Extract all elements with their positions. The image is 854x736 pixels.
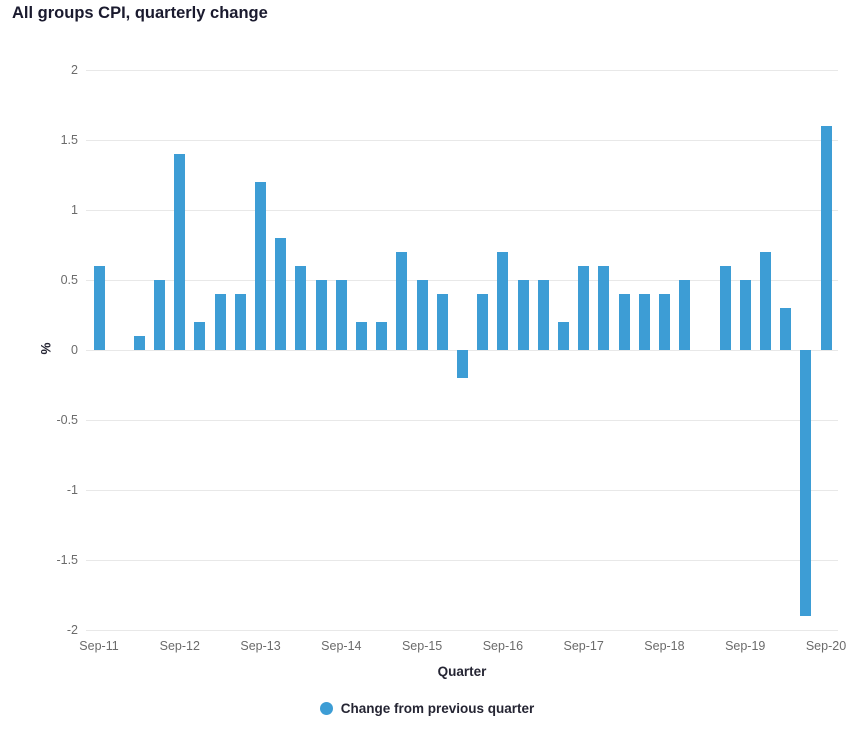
x-tick-label-Sep-13: Sep-13 (240, 639, 281, 653)
bar-Dec-19[interactable] (759, 252, 771, 350)
y-tick-label--2: -2 (66, 622, 78, 637)
bar-Mar-18[interactable] (618, 294, 630, 350)
y-tick-label-2: 2 (71, 62, 78, 77)
bar-Sep-16[interactable] (497, 252, 509, 350)
bar-Mar-17[interactable] (537, 280, 549, 350)
bar-Jun-17[interactable] (557, 322, 569, 350)
y-tick-label-0.5: 0.5 (60, 272, 78, 287)
bar-Mar-15[interactable] (376, 322, 388, 350)
legend-label: Change from previous quarter (340, 701, 535, 716)
bar-Sep-11[interactable] (93, 266, 105, 350)
gridline-y-1.5 (86, 139, 838, 141)
x-tick-label-Sep-20: Sep-20 (805, 639, 847, 653)
x-tick-label-Sep-12: Sep-12 (159, 639, 200, 653)
bar-Jun-19[interactable] (719, 266, 731, 350)
y-tick-label-0: 0 (71, 342, 78, 357)
legend[interactable]: Change from previous quarter (0, 701, 854, 716)
bar-Sep-15[interactable] (416, 280, 428, 350)
bar-Sep-13[interactable] (255, 182, 267, 350)
chart-title: All groups CPI, quarterly change (12, 4, 268, 22)
gridline-y--1 (86, 489, 838, 491)
x-tick-label-Sep-16: Sep-16 (482, 639, 524, 653)
gridline-y--1.5 (86, 559, 838, 561)
bar-Mar-20[interactable] (780, 308, 792, 350)
gridline-y-2 (86, 69, 838, 71)
bar-Sep-14[interactable] (335, 280, 347, 350)
x-tick-label-Sep-11: Sep-11 (79, 639, 119, 653)
y-tick-label--0.5: -0.5 (56, 412, 78, 427)
bar-Mar-14[interactable] (295, 266, 307, 350)
bar-Jun-15[interactable] (396, 252, 408, 350)
gridline-y-0.5 (86, 279, 838, 281)
bar-Dec-15[interactable] (436, 294, 448, 350)
bar-Sep-20[interactable] (820, 126, 832, 350)
y-tick-label-1.5: 1.5 (60, 132, 78, 147)
gridline-y--0.5 (86, 419, 838, 421)
bar-Dec-12[interactable] (194, 322, 206, 350)
y-tick-label--1: -1 (66, 482, 78, 497)
bar-Jun-20[interactable] (800, 350, 812, 616)
x-tick-label-Sep-15: Sep-15 (401, 639, 443, 653)
y-axis-title: % (38, 342, 54, 355)
bar-Sep-19[interactable] (739, 280, 751, 350)
x-tick-label-Sep-18: Sep-18 (644, 639, 685, 653)
bar-Dec-14[interactable] (356, 322, 368, 350)
bar-Jun-14[interactable] (315, 280, 327, 350)
bar-Jun-13[interactable] (234, 294, 246, 350)
bar-Jun-18[interactable] (638, 294, 650, 350)
bar-Mar-13[interactable] (214, 294, 226, 350)
y-tick-label--1.5: -1.5 (56, 552, 78, 567)
bar-Mar-16[interactable] (457, 350, 468, 378)
bar-Jun-12[interactable] (154, 280, 166, 350)
bar-Mar-12[interactable] (133, 336, 145, 350)
bar-Sep-18[interactable] (658, 294, 670, 350)
bar-Sep-17[interactable] (578, 266, 590, 350)
bar-Dec-16[interactable] (517, 280, 529, 350)
x-tick-label-Sep-19: Sep-19 (725, 639, 766, 653)
y-tick-label-1: 1 (71, 202, 78, 217)
bar-Dec-18[interactable] (679, 280, 691, 350)
bar-Jun-16[interactable] (477, 294, 489, 350)
plot-area (86, 69, 838, 631)
x-axis-title: Quarter (437, 664, 487, 679)
legend-circle-icon (319, 702, 333, 715)
bar-Dec-17[interactable] (598, 266, 610, 350)
gridline-y--2 (86, 629, 838, 631)
bar-Dec-13[interactable] (275, 238, 287, 350)
gridline-y-1 (86, 209, 838, 211)
x-tick-label-Sep-17: Sep-17 (563, 639, 604, 653)
x-tick-label-Sep-14: Sep-14 (321, 639, 362, 653)
bar-Sep-12[interactable] (174, 154, 186, 350)
